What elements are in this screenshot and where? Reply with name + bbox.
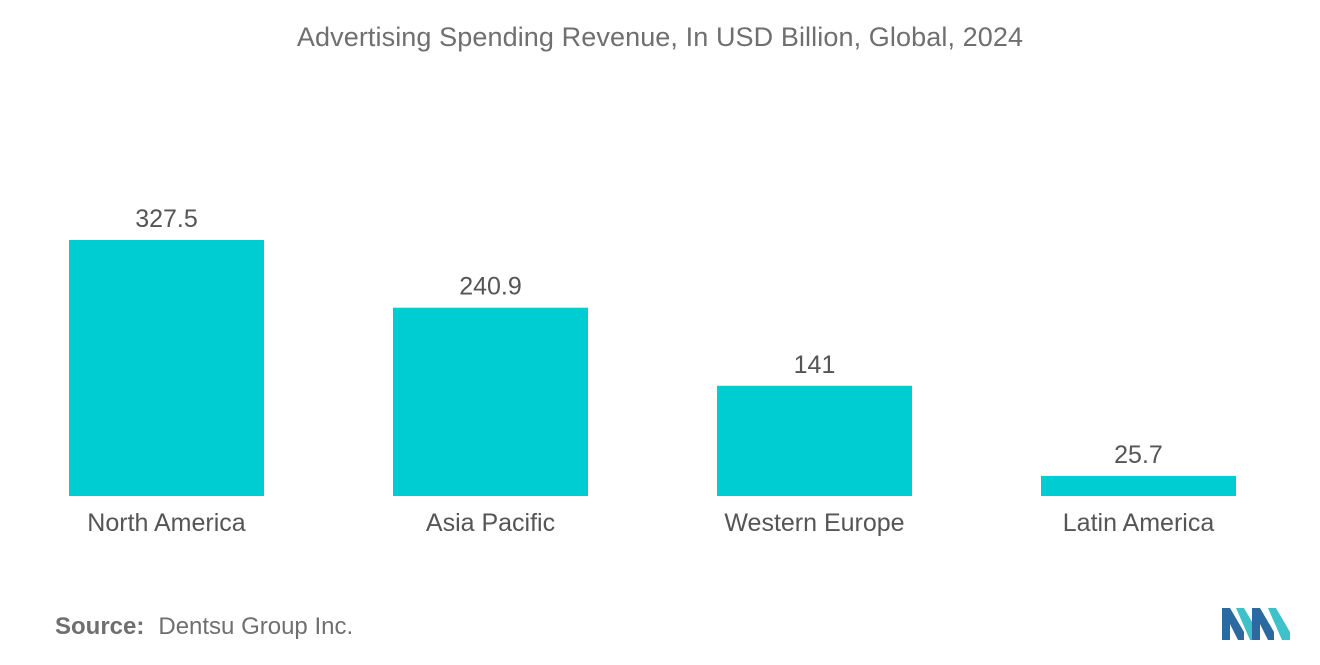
category-label: Western Europe	[724, 509, 904, 537]
source-label: Source:	[55, 613, 145, 640]
value-label: 240.9	[459, 273, 522, 301]
bar-asia-pacific	[393, 307, 588, 496]
mordor-intelligence-logo-icon	[1222, 608, 1290, 640]
bar-north-america	[69, 240, 264, 496]
category-label: Latin America	[1063, 509, 1215, 537]
bar-western-europe	[717, 385, 912, 496]
source-note: Source: Dentsu Group Inc.	[55, 613, 353, 641]
source-text: Dentsu Group Inc.	[158, 613, 354, 640]
value-label: 25.7	[1114, 441, 1163, 469]
bar-latin-america	[1041, 475, 1236, 496]
value-label: 141	[794, 351, 836, 379]
chart-title: Advertising Spending Revenue, In USD Bil…	[296, 22, 1024, 52]
category-label: Asia Pacific	[426, 509, 555, 537]
category-label: North America	[87, 509, 245, 537]
value-label: 327.5	[135, 205, 198, 233]
